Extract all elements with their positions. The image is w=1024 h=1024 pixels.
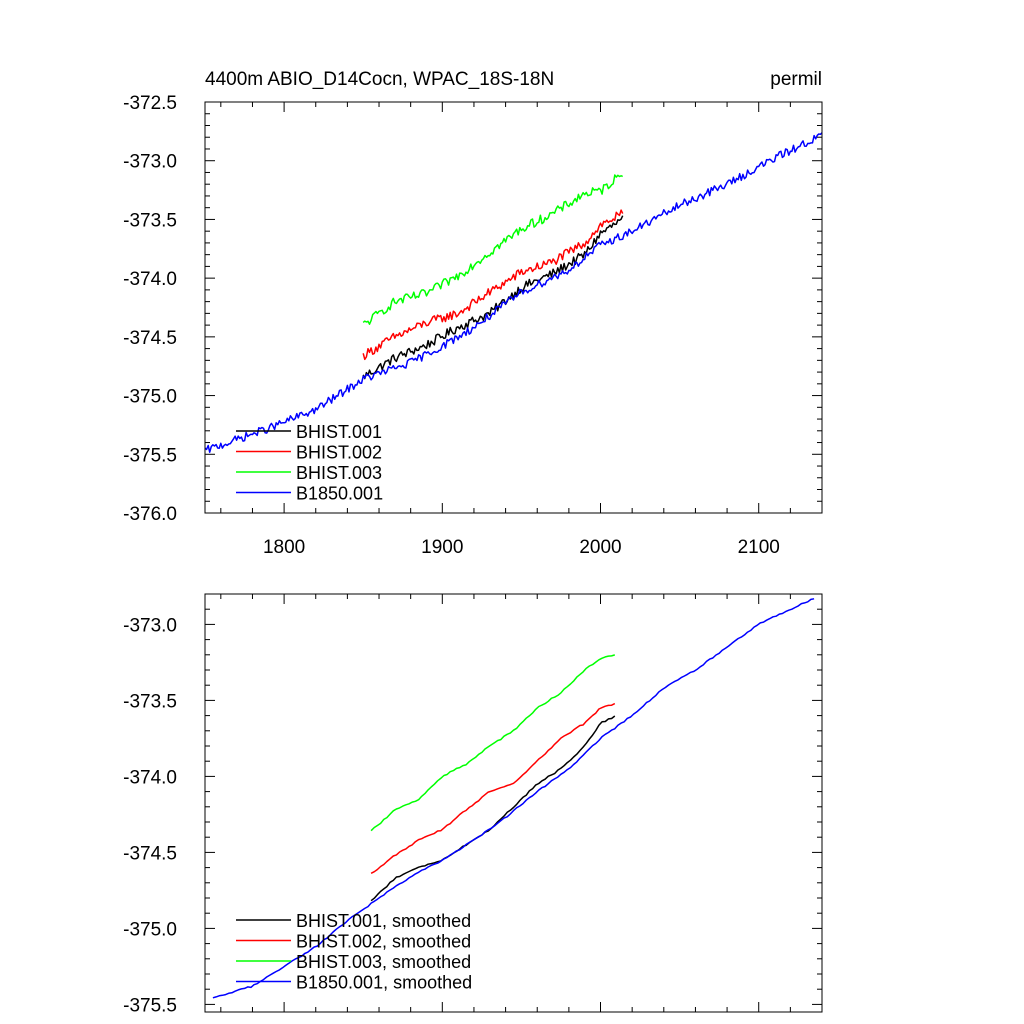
legend-label: B1850.001 — [296, 484, 383, 504]
y-tick-label: -373.0 — [123, 152, 177, 173]
series-line-bhist-002-smoothed — [370, 702, 616, 874]
y-tick-label: -375.0 — [123, 919, 177, 940]
top-axes: 1800 1900 2000 2100 -376.0 -375.5 -375.0 -374.5… — [123, 93, 823, 558]
legend-label: BHIST.001 — [296, 422, 382, 442]
y-tick-label: -374.0 — [123, 269, 177, 290]
plot-frame — [204, 593, 823, 1013]
bottom-series-group — [212, 598, 815, 999]
top-series-group — [205, 132, 822, 453]
x-tick-label: 1800 — [263, 537, 305, 558]
y-tick-label: -373.5 — [123, 691, 177, 712]
bottom-axes: -375.5 -375.0 -374.5 -374.0 -373.5 -373.0 — [123, 593, 823, 1016]
y-tick-label: -375.0 — [123, 387, 177, 408]
y-tick-label: -374.5 — [123, 328, 177, 349]
y-tick-label: -373.0 — [123, 615, 177, 636]
series-line-b1850-001 — [205, 132, 822, 453]
legend-label: BHIST.001, smoothed — [296, 911, 471, 931]
series-line-bhist-003 — [362, 174, 623, 325]
y-tick-label: -373.5 — [123, 210, 177, 231]
y-tick-label: -372.5 — [123, 93, 177, 114]
series-line-bhist-003-smoothed — [370, 654, 616, 832]
top-title-left: 4400m ABIO_D14Cocn, WPAC_18S-18N — [205, 69, 554, 90]
series-line-bhist-001 — [362, 215, 624, 380]
y-tick-label: -374.0 — [123, 767, 177, 788]
legend-label: BHIST.003, smoothed — [296, 952, 471, 972]
legend-label: BHIST.003 — [296, 463, 382, 483]
plot-frame — [204, 101, 823, 514]
x-tick-label: 2100 — [738, 537, 780, 558]
series-line-b1850-001-smoothed — [212, 598, 815, 999]
bottom-panel: -375.5 -375.0 -374.5 -374.0 -373.5 -373.0 BHI… — [123, 593, 823, 1016]
legend-label: BHIST.002, smoothed — [296, 932, 471, 952]
y-tick-label: -374.5 — [123, 843, 177, 864]
x-tick-label: 2000 — [579, 537, 621, 558]
legend-label: BHIST.002 — [296, 443, 382, 463]
x-tick-label: 1900 — [421, 537, 463, 558]
y-tick-label: -375.5 — [123, 995, 177, 1016]
top-title-right: permil — [770, 69, 822, 90]
top-panel: 4400m ABIO_D14Cocn, WPAC_18S-18N permil … — [123, 69, 823, 558]
series-line-bhist-002 — [362, 209, 624, 361]
legend-label: B1850.001, smoothed — [296, 973, 472, 993]
y-tick-label: -375.5 — [123, 445, 177, 466]
y-tick-label: -376.0 — [123, 504, 177, 525]
